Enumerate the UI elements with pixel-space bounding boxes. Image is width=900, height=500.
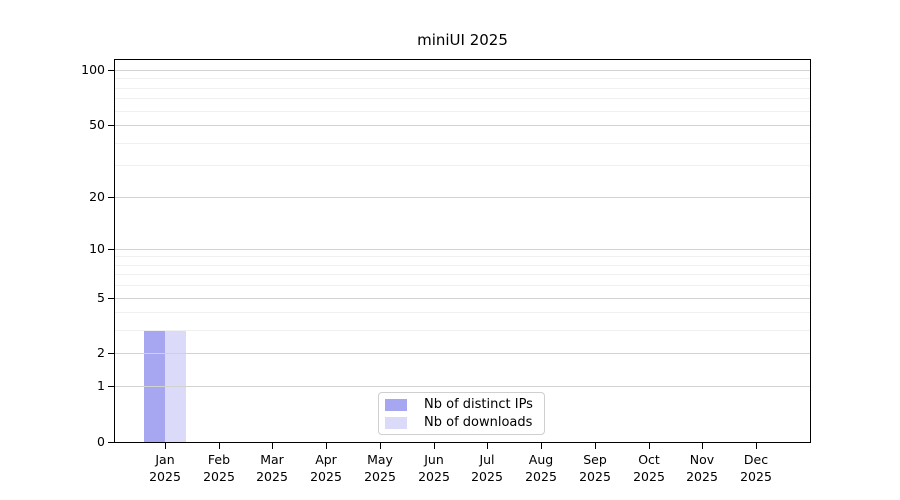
y-axis-tick [108,197,114,198]
chart-title: miniUI 2025 [417,31,508,49]
minor-gridline [115,143,810,144]
major-gridline [115,125,810,126]
y-axis-label: 5 [97,290,105,305]
x-axis-label: May 2025 [364,452,396,484]
y-axis-label: 20 [89,189,105,204]
minor-gridline [115,88,810,89]
x-axis-tick [326,443,327,449]
y-axis-label: 50 [89,117,105,132]
y-axis-tick [108,442,114,443]
major-gridline [115,386,810,387]
minor-gridline [115,111,810,112]
x-axis-label: Jul 2025 [471,452,503,484]
major-gridline [115,353,810,354]
legend-label: Nb of downloads [424,414,533,430]
minor-gridline [115,285,810,286]
x-axis-tick [380,443,381,449]
legend-item: Nb of distinct IPs [385,396,540,413]
x-axis-label: Feb 2025 [203,452,235,484]
x-axis-tick [756,443,757,449]
minor-gridline [115,330,810,331]
y-axis-tick [108,125,114,126]
y-axis-label: 10 [89,241,105,256]
major-gridline [115,70,810,71]
x-axis-label: Sep 2025 [579,452,611,484]
x-axis-label: Jun 2025 [418,452,450,484]
legend-label: Nb of distinct IPs [424,396,533,412]
y-axis-tick [108,298,114,299]
legend-swatch [385,416,407,429]
legend-item: Nb of downloads [385,414,540,431]
y-axis-tick [108,249,114,250]
plot-area [114,59,811,443]
x-axis-tick [219,443,220,449]
x-axis-tick [595,443,596,449]
x-axis-tick [165,443,166,449]
x-axis-label: Mar 2025 [256,452,288,484]
major-gridline [115,249,810,250]
x-axis-label: Apr 2025 [310,452,342,484]
x-axis-tick [434,443,435,449]
y-axis-tick [108,353,114,354]
minor-gridline [115,256,810,257]
major-gridline [115,298,810,299]
x-axis-label: Nov 2025 [686,452,718,484]
minor-gridline [115,165,810,166]
y-axis-label: 1 [97,378,105,393]
x-axis-tick [541,443,542,449]
x-axis-tick [702,443,703,449]
major-gridline [115,197,810,198]
y-axis-tick [108,386,114,387]
y-axis-tick [108,70,114,71]
minor-gridline [115,312,810,313]
minor-gridline [115,274,810,275]
minor-gridline [115,78,810,79]
x-axis-label: Jan 2025 [149,452,181,484]
legend: Nb of distinct IPs Nb of downloads [378,392,545,435]
x-axis-tick [487,443,488,449]
minor-gridline [115,265,810,266]
x-axis-tick [649,443,650,449]
x-axis-label: Dec 2025 [740,452,772,484]
y-axis-label: 2 [97,345,105,360]
y-axis-label: 0 [97,434,105,449]
y-axis-label: 100 [81,62,105,77]
legend-swatch [385,398,407,411]
x-axis-tick [272,443,273,449]
x-axis-label: Aug 2025 [525,452,557,484]
grid-layer [115,60,810,442]
minor-gridline [115,98,810,99]
x-axis-label: Oct 2025 [633,452,665,484]
